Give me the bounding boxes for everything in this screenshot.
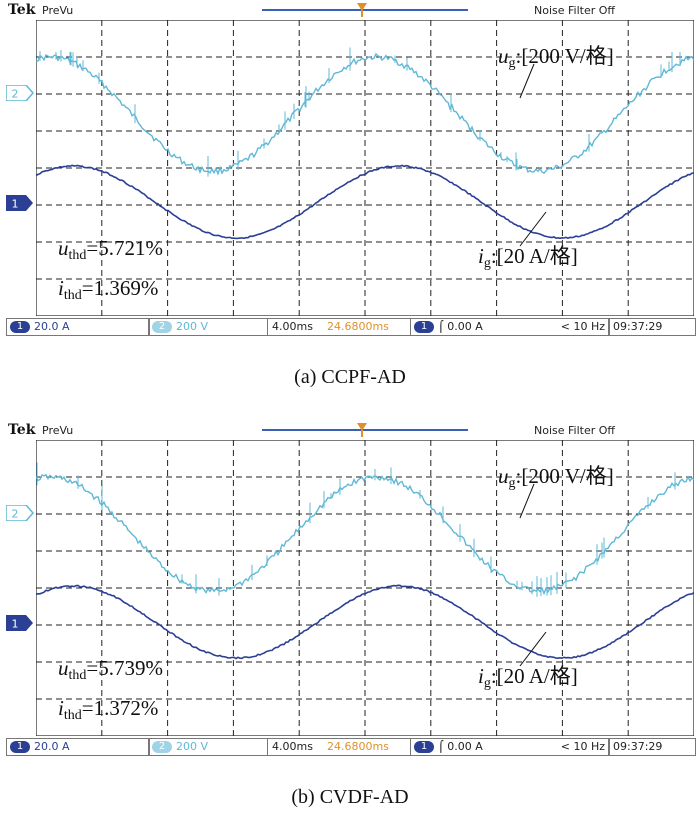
ch1-marker-label: 1: [12, 198, 19, 211]
timebase-value: 4.00ms: [272, 320, 313, 333]
clock-readout: 09:37:29: [608, 738, 696, 756]
ch1-marker-label: 1: [12, 618, 19, 631]
ug-annotation: ug:[200 V/格]: [498, 464, 614, 491]
brand-logo: Tek: [8, 422, 36, 438]
ch1-badge: 1: [10, 741, 30, 753]
scope-top-bar: Tek PreVu Noise Filter Off: [4, 0, 696, 22]
ig-annotation: ig:[20 A/格]: [478, 664, 578, 691]
ithd-annotation: ithd=1.372%: [58, 696, 159, 723]
current-waveform: [36, 584, 694, 660]
oscilloscope-screenshot: Tek PreVu Noise Filter Off 2 1 1 20.0 A 2…: [4, 420, 696, 760]
ch2-scale-value: 200 V: [176, 740, 209, 753]
current-waveform: [36, 164, 694, 240]
timebase-readout: 4.00ms 24.6800ms: [267, 318, 411, 336]
trigger-readout: 1 ⌠ 0.00 A < 10 Hz: [410, 318, 610, 336]
scope-status-bar: 1 20.0 A 2 200 V 4.00ms 24.6800ms 1 ⌠ 0.00 A…: [4, 318, 696, 336]
scope-top-bar: Tek PreVu Noise Filter Off: [4, 420, 696, 442]
ch2-badge: 2: [152, 321, 172, 333]
clock-readout: 09:37:29: [608, 318, 696, 336]
frequency-value: < 10 Hz: [560, 320, 605, 333]
ch1-marker-icon: 1: [6, 195, 33, 211]
trigger-badge: 1: [414, 741, 434, 753]
waveform-graticule: [36, 440, 694, 736]
ch1-scale-readout: 1 20.0 A: [6, 318, 150, 336]
waveform-display: [36, 20, 694, 316]
trigger-position-icon: [357, 3, 367, 17]
noise-filter-label: Noise Filter Off: [534, 4, 615, 17]
ig-annotation: ig:[20 A/格]: [478, 244, 578, 271]
record-bar: [262, 9, 468, 11]
trigger-readout: 1 ⌠ 0.00 A < 10 Hz: [410, 738, 610, 756]
voltage-waveform: [36, 473, 694, 596]
trigger-badge: 1: [414, 321, 434, 333]
figure-caption: (b) CVDF-AD: [291, 786, 409, 808]
screen-frame: [36, 20, 694, 316]
ch2-marker-icon: 2: [6, 505, 34, 521]
waveform-graticule: [36, 20, 694, 316]
frequency-value: < 10 Hz: [560, 740, 605, 753]
figure-caption: (a) CCPF-AD: [294, 366, 406, 388]
scope-status-bar: 1 20.0 A 2 200 V 4.00ms 24.6800ms 1 ⌠ 0.00 A…: [4, 738, 696, 756]
clock-value: 09:37:29: [613, 740, 663, 753]
ch2-scale-readout: 2 200 V: [148, 738, 268, 756]
ch1-scale-value: 20.0 A: [34, 740, 70, 753]
record-bar: [262, 429, 468, 431]
position-value: 24.6800ms: [326, 740, 389, 753]
brand-logo: Tek: [8, 2, 36, 18]
screen-frame: [36, 440, 694, 736]
ug-annotation: ug:[200 V/格]: [498, 44, 614, 71]
ithd-annotation: ithd=1.369%: [58, 276, 159, 303]
mode-label: PreVu: [42, 424, 74, 437]
trigger-level-value: ⌠ 0.00 A: [438, 740, 483, 753]
position-value: 24.6800ms: [326, 320, 389, 333]
ch1-scale-value: 20.0 A: [34, 320, 70, 333]
timebase-value: 4.00ms: [272, 740, 313, 753]
trigger-level-value: ⌠ 0.00 A: [438, 320, 483, 333]
ch2-scale-value: 200 V: [176, 320, 209, 333]
ch2-scale-readout: 2 200 V: [148, 318, 268, 336]
ch2-marker-label: 2: [12, 88, 19, 101]
ch2-marker-label: 2: [12, 508, 19, 521]
ch1-scale-readout: 1 20.0 A: [6, 738, 150, 756]
ch2-marker-icon: 2: [6, 85, 34, 101]
ch1-marker-icon: 1: [6, 615, 33, 631]
clock-value: 09:37:29: [613, 320, 663, 333]
annotation-leaders: [519, 63, 547, 247]
uthd-annotation: uthd=5.739%: [58, 656, 163, 683]
trigger-position-icon: [357, 423, 367, 437]
uthd-annotation: uthd=5.721%: [58, 236, 163, 263]
voltage-waveform: [36, 52, 694, 176]
mode-label: PreVu: [42, 4, 74, 17]
ch1-badge: 1: [10, 321, 30, 333]
waveform-display: [36, 440, 694, 736]
oscilloscope-screenshot: Tek PreVu Noise Filter Off 2 1 1 20.0 A 2…: [4, 0, 696, 340]
timebase-readout: 4.00ms 24.6800ms: [267, 738, 411, 756]
ch2-badge: 2: [152, 741, 172, 753]
annotation-leaders: [519, 483, 547, 667]
noise-filter-label: Noise Filter Off: [534, 424, 615, 437]
